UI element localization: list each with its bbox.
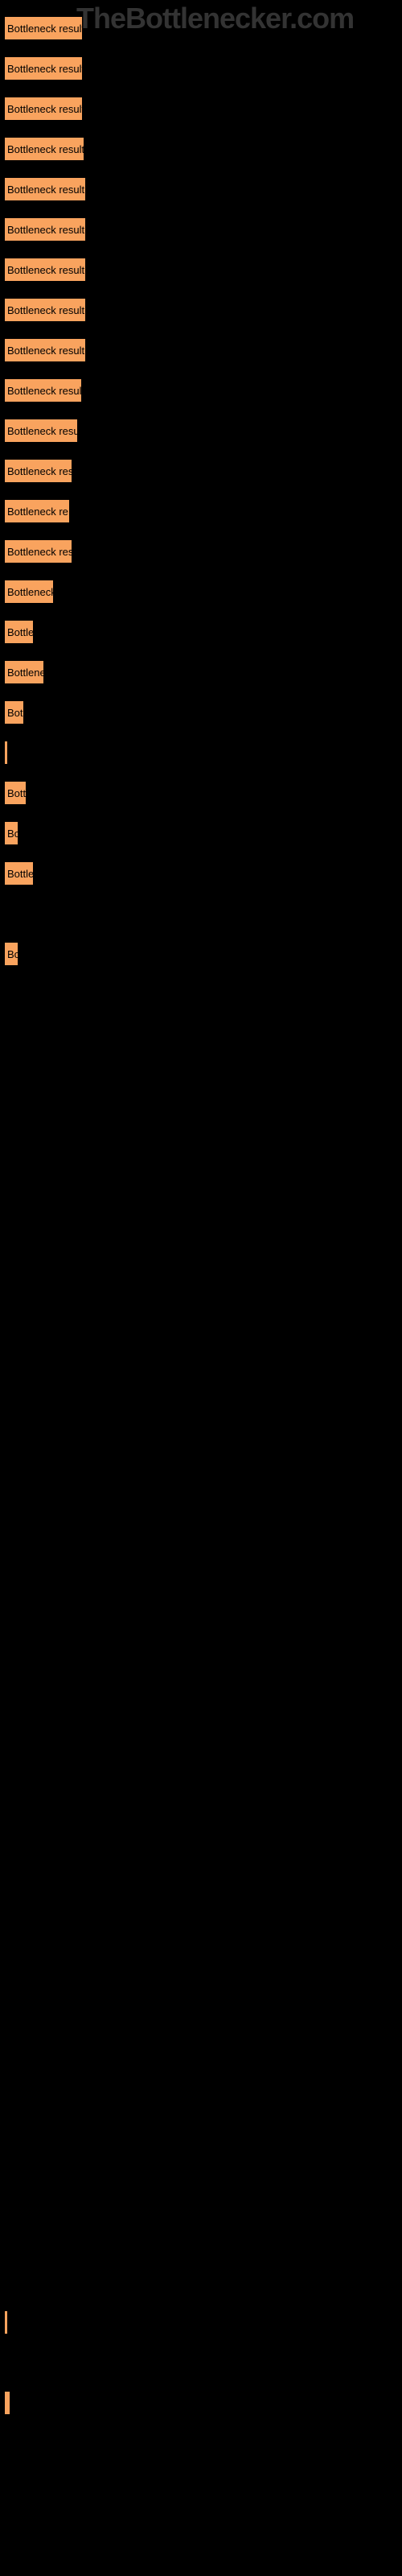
bar xyxy=(4,2310,8,2334)
bar-row xyxy=(4,1586,402,1610)
bar-row xyxy=(4,2069,402,2093)
bar-row xyxy=(4,1827,402,1852)
bar-row xyxy=(4,1505,402,1530)
bar-row xyxy=(4,1103,402,1127)
bar xyxy=(4,741,8,765)
bar-row: Bo xyxy=(4,821,402,845)
bar-row xyxy=(4,1183,402,1208)
bar: Bottleneck result xyxy=(4,16,83,40)
bar-row: Bottle xyxy=(4,861,402,886)
bar-chart: Bottleneck result Bottleneck result Bottle… xyxy=(0,0,402,2536)
bar-row xyxy=(4,1948,402,1972)
bar: Bottlene xyxy=(4,660,44,684)
bar-row xyxy=(4,1868,402,1892)
bar-row xyxy=(4,1666,402,1690)
bar-row xyxy=(4,1465,402,1489)
bar-row xyxy=(4,2109,402,2133)
bar-row xyxy=(4,1344,402,1368)
bar: Bottleneck xyxy=(4,580,54,604)
bar-row xyxy=(4,1787,402,1811)
bar-row: Bottleneck result xyxy=(4,56,402,80)
bar: Bottleneck result xyxy=(4,298,86,322)
bar-row: Bottleneck result xyxy=(4,16,402,40)
bar: Bo xyxy=(4,942,18,966)
bar-row: Bottlene xyxy=(4,660,402,684)
bar-row xyxy=(4,1224,402,1248)
bar-row: Bottleneck result xyxy=(4,338,402,362)
bar-row xyxy=(4,1747,402,1771)
bar-row xyxy=(4,2431,402,2455)
bar-row xyxy=(4,2230,402,2254)
bar-row xyxy=(4,1425,402,1449)
bar: Bottle xyxy=(4,861,34,886)
bar-row: Bottle xyxy=(4,620,402,644)
bar: Bott xyxy=(4,781,27,805)
bar-row: Bottleneck result xyxy=(4,258,402,282)
bar: Bottleneck result xyxy=(4,137,84,161)
bar-row xyxy=(4,2190,402,2214)
bar-row xyxy=(4,982,402,1006)
bar-row: Bot xyxy=(4,700,402,724)
bar-row: Bottleneck res xyxy=(4,539,402,564)
bar-row xyxy=(4,741,402,765)
bar: Bottleneck resu xyxy=(4,419,78,443)
bar-row: Bottleneck result xyxy=(4,97,402,121)
bar: Bottleneck re xyxy=(4,499,70,523)
bar-row xyxy=(4,2270,402,2294)
bar: Bottleneck result xyxy=(4,338,86,362)
bar-row: Bott xyxy=(4,781,402,805)
bar-row xyxy=(4,1385,402,1409)
bar-row: Bottleneck res xyxy=(4,459,402,483)
bar-row xyxy=(4,2029,402,2053)
bar-row: Bottleneck xyxy=(4,580,402,604)
bar-row xyxy=(4,2310,402,2334)
bar-row xyxy=(4,2351,402,2375)
bar-row xyxy=(4,2471,402,2496)
bar-row: Bottleneck resul xyxy=(4,378,402,402)
bar: Bottleneck result xyxy=(4,258,86,282)
bar: Bot xyxy=(4,700,24,724)
bar-row xyxy=(4,1546,402,1570)
bar-row: Bottleneck result xyxy=(4,298,402,322)
bar-row: Bottleneck result xyxy=(4,217,402,242)
bar-row xyxy=(4,1143,402,1167)
bar-row xyxy=(4,2391,402,2415)
bar-row: Bottleneck resu xyxy=(4,419,402,443)
bar xyxy=(4,2391,10,2415)
bar-row: Bo xyxy=(4,942,402,966)
bar-row xyxy=(4,1908,402,1932)
bar: Bottleneck result xyxy=(4,97,83,121)
bar-row xyxy=(4,1304,402,1328)
bar-row xyxy=(4,1022,402,1046)
bar: Bo xyxy=(4,821,18,845)
bar-row: Bottleneck re xyxy=(4,499,402,523)
bar-row xyxy=(4,1626,402,1650)
bar: Bottleneck result xyxy=(4,56,83,80)
bar-row xyxy=(4,902,402,926)
bar-row xyxy=(4,1063,402,1087)
bar: Bottleneck res xyxy=(4,459,72,483)
bar: Bottleneck res xyxy=(4,539,72,564)
bar-row xyxy=(4,1707,402,1731)
bar-row xyxy=(4,1264,402,1288)
bar-row xyxy=(4,1988,402,2013)
bar: Bottleneck result xyxy=(4,177,86,201)
bar-row: Bottleneck result xyxy=(4,177,402,201)
bar: Bottleneck resul xyxy=(4,378,82,402)
bar-row xyxy=(4,2512,402,2536)
bar-row: Bottleneck result xyxy=(4,137,402,161)
bar-row xyxy=(4,2149,402,2174)
bar: Bottle xyxy=(4,620,34,644)
bar: Bottleneck result xyxy=(4,217,86,242)
